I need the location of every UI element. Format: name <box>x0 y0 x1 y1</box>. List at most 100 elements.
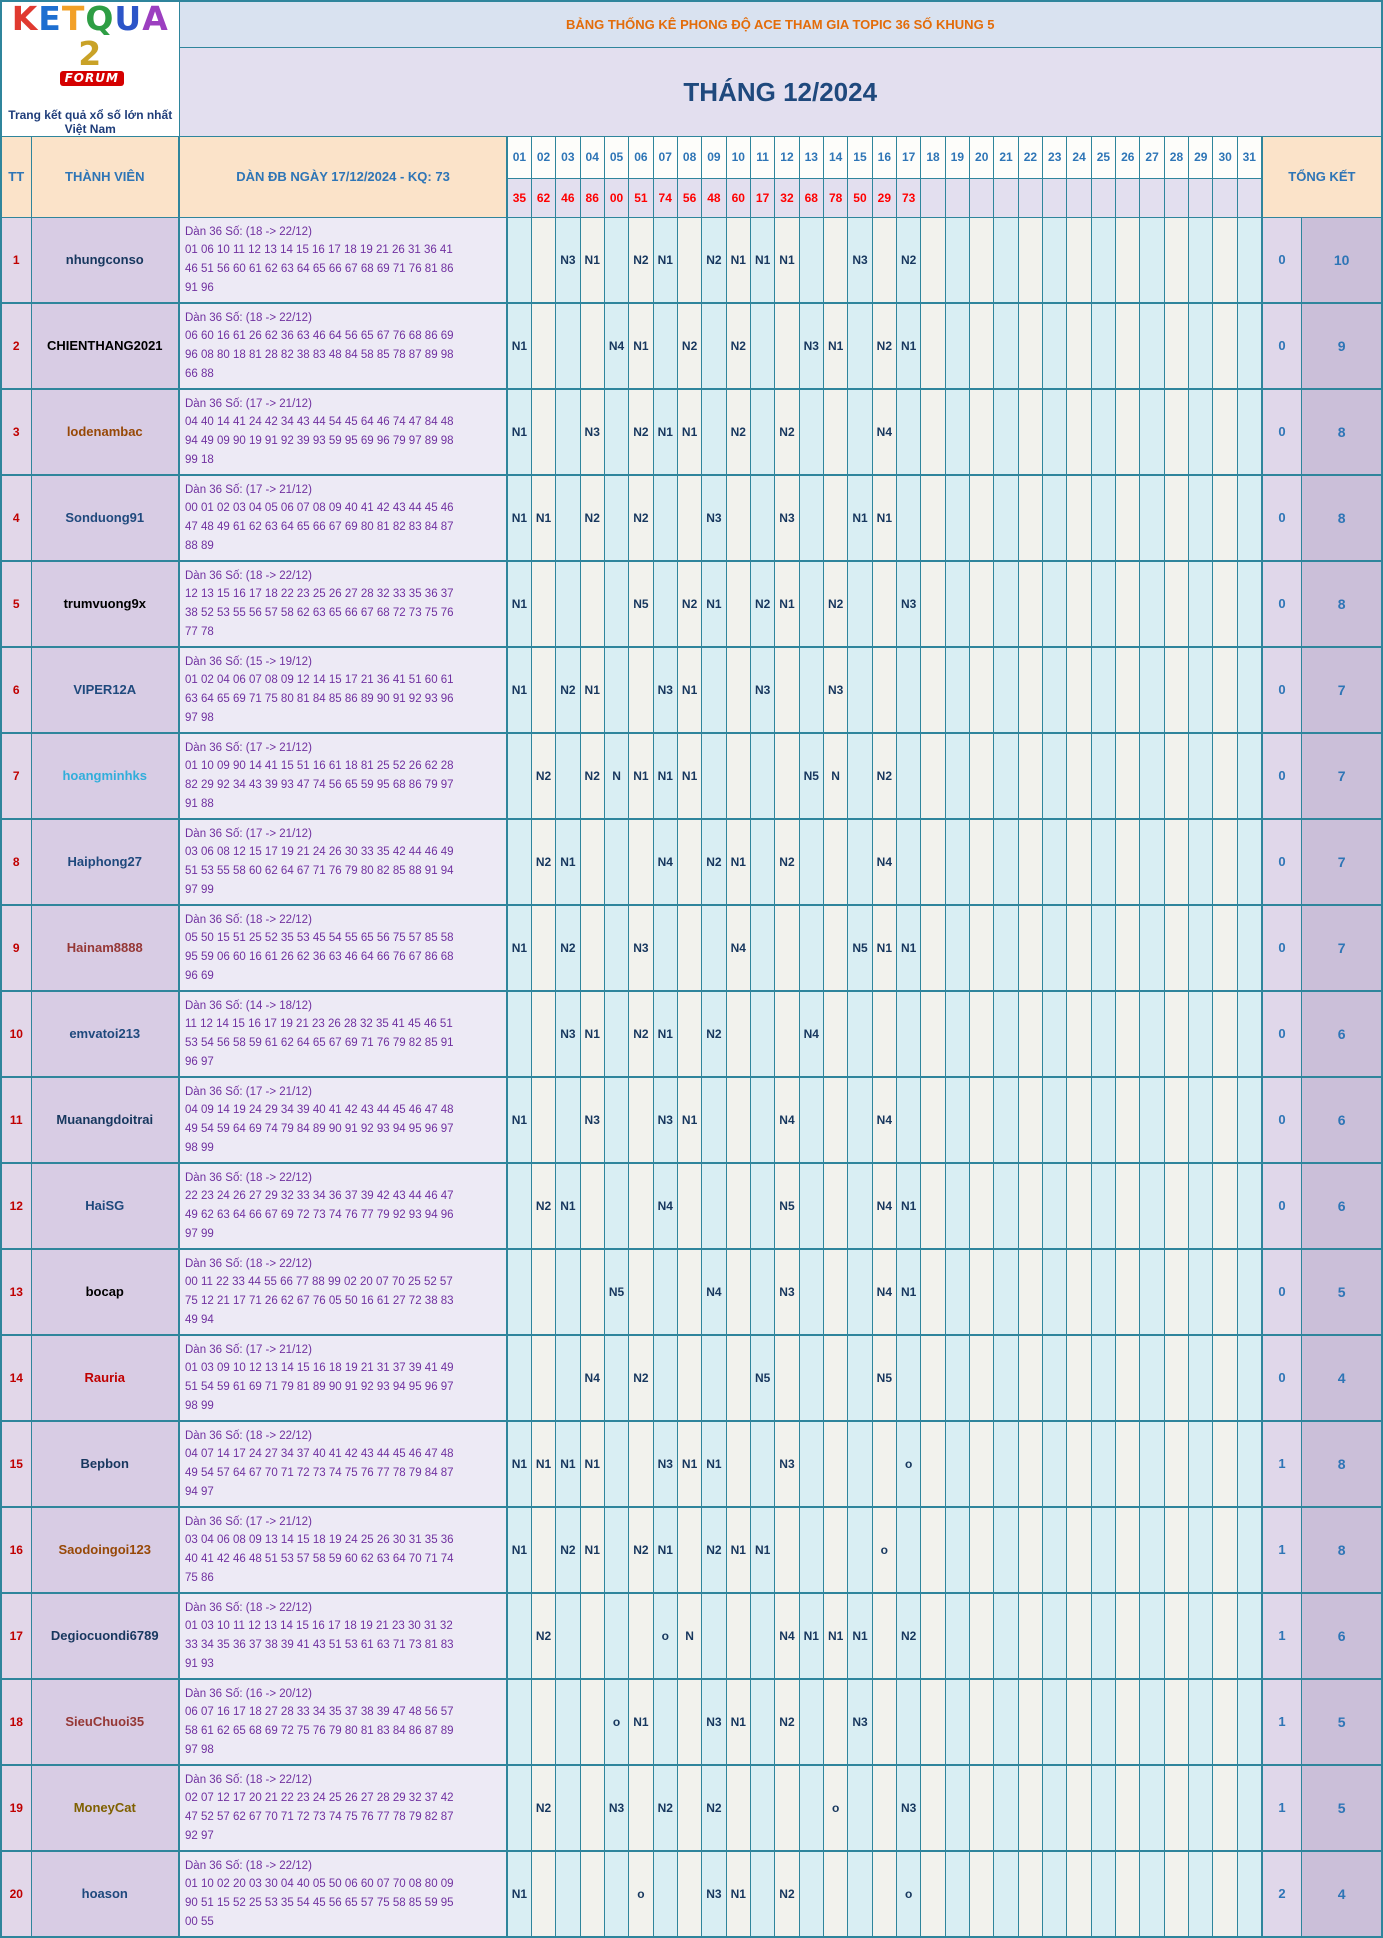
mark-cell-day-04: N3 <box>579 388 605 476</box>
empty-day-cell <box>944 1334 971 1422</box>
empty-day-cell <box>969 732 995 820</box>
mark-cell-day-06: N3 <box>628 904 654 992</box>
empty-day-cell <box>847 560 873 648</box>
mark-cell-day-12: N3 <box>774 1248 800 1336</box>
empty-day-cell <box>895 1076 922 1164</box>
month-title: THÁNG 12/2024 <box>178 47 1383 137</box>
empty-day-cell <box>1042 1248 1068 1336</box>
empty-day-cell <box>1236 560 1263 648</box>
member-name: Rauria <box>30 1334 180 1422</box>
brand-letter: K <box>11 1 39 38</box>
dan-numbers-line: 75 12 21 17 71 26 62 67 76 05 50 16 61 2… <box>185 1294 454 1307</box>
mark-cell-day-08: N1 <box>676 646 703 734</box>
dan-range-label: Dàn 36 Số: (18 -> 22/12) <box>185 1773 312 1786</box>
empty-day-cell <box>847 646 873 734</box>
member-name: lodenambac <box>30 388 180 476</box>
dan-numbers-cell: Dàn 36 Số: (18 -> 22/12) 04 07 14 17 24 2… <box>178 1420 508 1508</box>
dan-numbers-line: 01 03 09 10 12 13 14 15 16 18 19 21 31 3… <box>185 1362 454 1375</box>
mark-cell-day-05: N <box>603 732 630 820</box>
dan-numbers-line: 90 51 15 52 25 53 35 54 45 56 65 57 75 5… <box>185 1896 454 1909</box>
empty-day-cell <box>944 1850 971 1938</box>
mark-cell-day-12: N4 <box>774 1076 800 1164</box>
empty-day-cell <box>1066 388 1092 476</box>
empty-day-cell <box>555 474 581 562</box>
empty-day-cell <box>603 216 630 304</box>
empty-day-cell <box>628 646 654 734</box>
empty-day-cell <box>969 1506 995 1594</box>
empty-day-cell <box>579 818 605 906</box>
empty-day-cell <box>749 1162 776 1250</box>
empty-day-cell <box>579 302 605 390</box>
empty-day-cell <box>822 818 849 906</box>
dan-numbers-cell: Dàn 36 Số: (17 -> 21/12) 01 03 09 10 12 1… <box>178 1334 508 1422</box>
row-number: 6 <box>0 646 32 734</box>
mark-cell-day-06: o <box>628 1850 654 1938</box>
mark-cell-day-09: N4 <box>701 1248 727 1336</box>
day-header-11: 11 <box>749 135 776 179</box>
dan-numbers-line: 58 61 62 65 68 69 72 75 76 79 80 81 83 8… <box>185 1724 454 1737</box>
mark-cell-day-01: N1 <box>506 474 532 562</box>
empty-day-cell <box>1115 1850 1141 1938</box>
mark-cell-day-06: N2 <box>628 216 654 304</box>
empty-day-cell <box>895 388 922 476</box>
empty-day-cell <box>1066 1248 1092 1336</box>
empty-day-cell <box>1163 1592 1190 1680</box>
empty-day-cell <box>1163 904 1190 992</box>
empty-day-cell <box>895 990 922 1078</box>
empty-day-cell <box>1017 1592 1044 1680</box>
empty-day-cell <box>847 1850 873 1938</box>
empty-day-cell <box>749 1248 776 1336</box>
mark-cell-day-07: N3 <box>652 1420 678 1508</box>
empty-day-cell <box>530 990 557 1078</box>
mark-cell-day-05: N5 <box>603 1248 630 1336</box>
day-header-27: 27 <box>1139 135 1165 179</box>
empty-day-cell <box>1017 1248 1044 1336</box>
mark-cell-day-12: N1 <box>774 216 800 304</box>
empty-day-cell <box>895 1506 922 1594</box>
dan-numbers-line: 40 41 42 46 48 51 53 57 58 59 60 62 63 6… <box>185 1552 454 1565</box>
dan-numbers-line: 00 55 <box>185 1915 214 1928</box>
day-header-19: 19 <box>944 135 971 179</box>
empty-day-cell <box>1090 474 1117 562</box>
empty-day-cell <box>944 474 971 562</box>
empty-day-cell <box>774 904 800 992</box>
mark-cell-day-06: N2 <box>628 1506 654 1594</box>
mark-cell-day-07: N4 <box>652 818 678 906</box>
dan-numbers-line: 82 29 92 34 43 39 93 47 74 56 65 59 95 6… <box>185 778 454 791</box>
mark-cell-day-12: N2 <box>774 818 800 906</box>
empty-day-cell <box>920 388 946 476</box>
mark-cell-day-10: N1 <box>725 1506 751 1594</box>
empty-day-cell <box>1090 1248 1117 1336</box>
empty-day-cell <box>506 216 532 304</box>
empty-day-cell <box>847 1162 873 1250</box>
member-row: 12 HaiSG Dàn 36 Số: (18 -> 22/12) 22 23 24 … <box>0 1162 1383 1250</box>
empty-day-cell <box>1042 646 1068 734</box>
mark-cell-day-08: N1 <box>676 732 703 820</box>
dan-numbers-cell: Dàn 36 Số: (18 -> 22/12) 01 10 02 20 03 3… <box>178 1850 508 1938</box>
empty-day-cell <box>920 1506 946 1594</box>
total-hit-count: 8 <box>1301 388 1383 476</box>
mark-cell-day-17: N2 <box>895 216 922 304</box>
empty-day-cell <box>944 1248 971 1336</box>
dan-numbers-line: 51 53 55 58 60 62 64 67 71 76 79 80 82 8… <box>185 864 454 877</box>
empty-day-cell <box>725 1764 751 1852</box>
mark-cell-day-11: N2 <box>749 560 776 648</box>
dan-numbers-line: 63 64 65 69 71 75 80 81 84 85 86 89 90 9… <box>185 692 454 705</box>
empty-day-cell <box>1139 388 1165 476</box>
day-header-07: 07 <box>652 135 678 179</box>
empty-day-cell <box>701 904 727 992</box>
empty-day-cell <box>1090 560 1117 648</box>
empty-day-cell <box>1115 1420 1141 1508</box>
mark-cell-day-09: N3 <box>701 474 727 562</box>
mark-cell-day-14: N2 <box>822 560 849 648</box>
empty-day-cell <box>1042 388 1068 476</box>
empty-day-cell <box>1236 216 1263 304</box>
empty-day-cell <box>1212 818 1238 906</box>
dan-numbers-line: 97 98 <box>185 711 214 724</box>
empty-day-cell <box>847 818 873 906</box>
total-miss-count: 0 <box>1260 818 1303 906</box>
empty-day-cell <box>1090 904 1117 992</box>
empty-day-cell <box>725 474 751 562</box>
empty-day-cell <box>895 1334 922 1422</box>
empty-day-cell <box>555 1248 581 1336</box>
